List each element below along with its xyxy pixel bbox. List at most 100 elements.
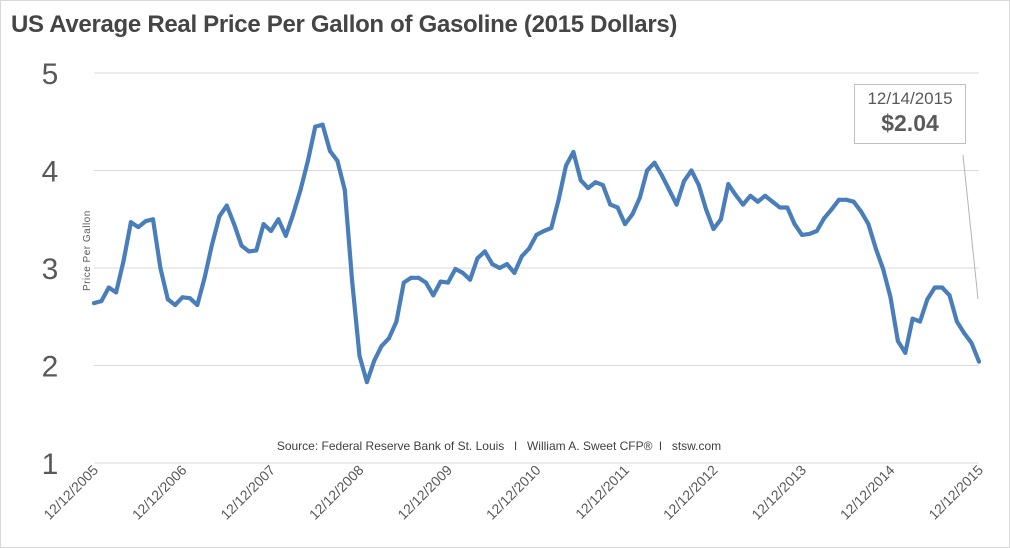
data-point (711, 227, 716, 231)
data-point (866, 222, 871, 227)
data-point (121, 259, 126, 264)
data-point (202, 275, 207, 280)
chart-title: US Average Real Price Per Gallon of Gaso… (11, 11, 678, 38)
data-point (210, 242, 214, 247)
data-point (313, 124, 318, 129)
data-point (777, 205, 782, 210)
gridlines (94, 72, 979, 464)
data-point (328, 149, 332, 153)
data-point (158, 266, 163, 270)
x-tick-label: 12/12/2011 (572, 462, 632, 522)
data-point (807, 231, 812, 236)
data-point (394, 319, 399, 324)
y-axis-label: Price Per Gallon (82, 210, 93, 291)
data-point (136, 225, 141, 230)
data-point (143, 219, 148, 224)
x-tick-label: 12/12/2014 (837, 462, 898, 523)
data-point (217, 214, 222, 219)
x-tick-label: 12/12/2009 (394, 462, 455, 523)
data-point (600, 183, 605, 188)
data-point (114, 290, 119, 295)
data-point (578, 178, 583, 183)
data-point (128, 220, 133, 225)
data-point (674, 202, 679, 207)
callout-date: 12/14/2015 (867, 89, 953, 108)
data-point (910, 316, 915, 321)
data-point (903, 350, 908, 355)
y-axis-ticks: 1 2 3 4 5 (42, 58, 59, 481)
x-tick-label: 12/12/2015 (925, 462, 986, 523)
data-point (224, 203, 229, 208)
x-tick-label: 12/12/2010 (483, 462, 544, 523)
data-point (342, 188, 347, 192)
data-point (261, 222, 266, 227)
data-point (947, 293, 952, 298)
y-tick-label: 2 (42, 351, 59, 384)
data-point (276, 217, 281, 222)
data-point (873, 246, 878, 251)
y-tick-label: 5 (42, 58, 59, 91)
data-point (748, 193, 753, 198)
data-point (844, 197, 849, 202)
data-point (549, 226, 554, 231)
x-tick-label: 12/12/2007 (217, 462, 278, 523)
data-point (755, 199, 760, 204)
data-point (829, 207, 834, 212)
data-point (623, 222, 627, 227)
data-point (704, 207, 709, 212)
data-point (387, 336, 391, 341)
data-point (269, 228, 273, 233)
data-point (298, 188, 303, 192)
data-point (519, 254, 524, 259)
data-point (593, 180, 598, 185)
data-point (151, 217, 155, 222)
price-series-points (92, 122, 981, 385)
data-point (822, 216, 827, 221)
data-point (733, 192, 738, 197)
x-tick-label: 12/12/2013 (748, 462, 809, 523)
data-point (888, 295, 893, 300)
data-point (667, 188, 672, 192)
data-point (895, 339, 900, 344)
data-point (696, 183, 701, 188)
data-point (475, 256, 480, 261)
data-point (468, 277, 473, 282)
data-point (490, 262, 495, 267)
data-point (409, 275, 414, 280)
callout-value: $2.04 (881, 110, 939, 136)
x-tick-label: 12/12/2012 (660, 462, 721, 523)
data-point (527, 246, 532, 251)
data-point (962, 331, 967, 336)
data-point (770, 199, 775, 204)
data-point (726, 182, 731, 187)
data-point (364, 380, 369, 385)
data-point (357, 353, 362, 358)
price-series-line (91, 122, 982, 385)
data-point (954, 319, 959, 324)
data-point (689, 168, 694, 173)
data-point (438, 279, 443, 284)
data-point (416, 275, 421, 280)
data-point (379, 344, 384, 348)
data-point (741, 202, 745, 207)
data-point (556, 197, 561, 202)
data-point (239, 243, 244, 248)
data-point (165, 297, 170, 302)
data-point (881, 266, 886, 271)
data-point (320, 122, 325, 127)
data-point (652, 160, 657, 165)
data-point (800, 232, 804, 237)
data-point (106, 285, 111, 290)
data-point (586, 186, 591, 191)
y-tick-label: 4 (42, 156, 59, 189)
data-point (940, 285, 945, 290)
x-axis-ticks: 12/12/2005 12/12/2006 12/12/2007 12/12/2008… (40, 462, 986, 523)
data-point (180, 295, 185, 300)
data-point (977, 359, 981, 364)
data-point (785, 205, 790, 210)
data-point (637, 195, 642, 200)
data-point (859, 209, 863, 214)
data-point (718, 217, 723, 222)
